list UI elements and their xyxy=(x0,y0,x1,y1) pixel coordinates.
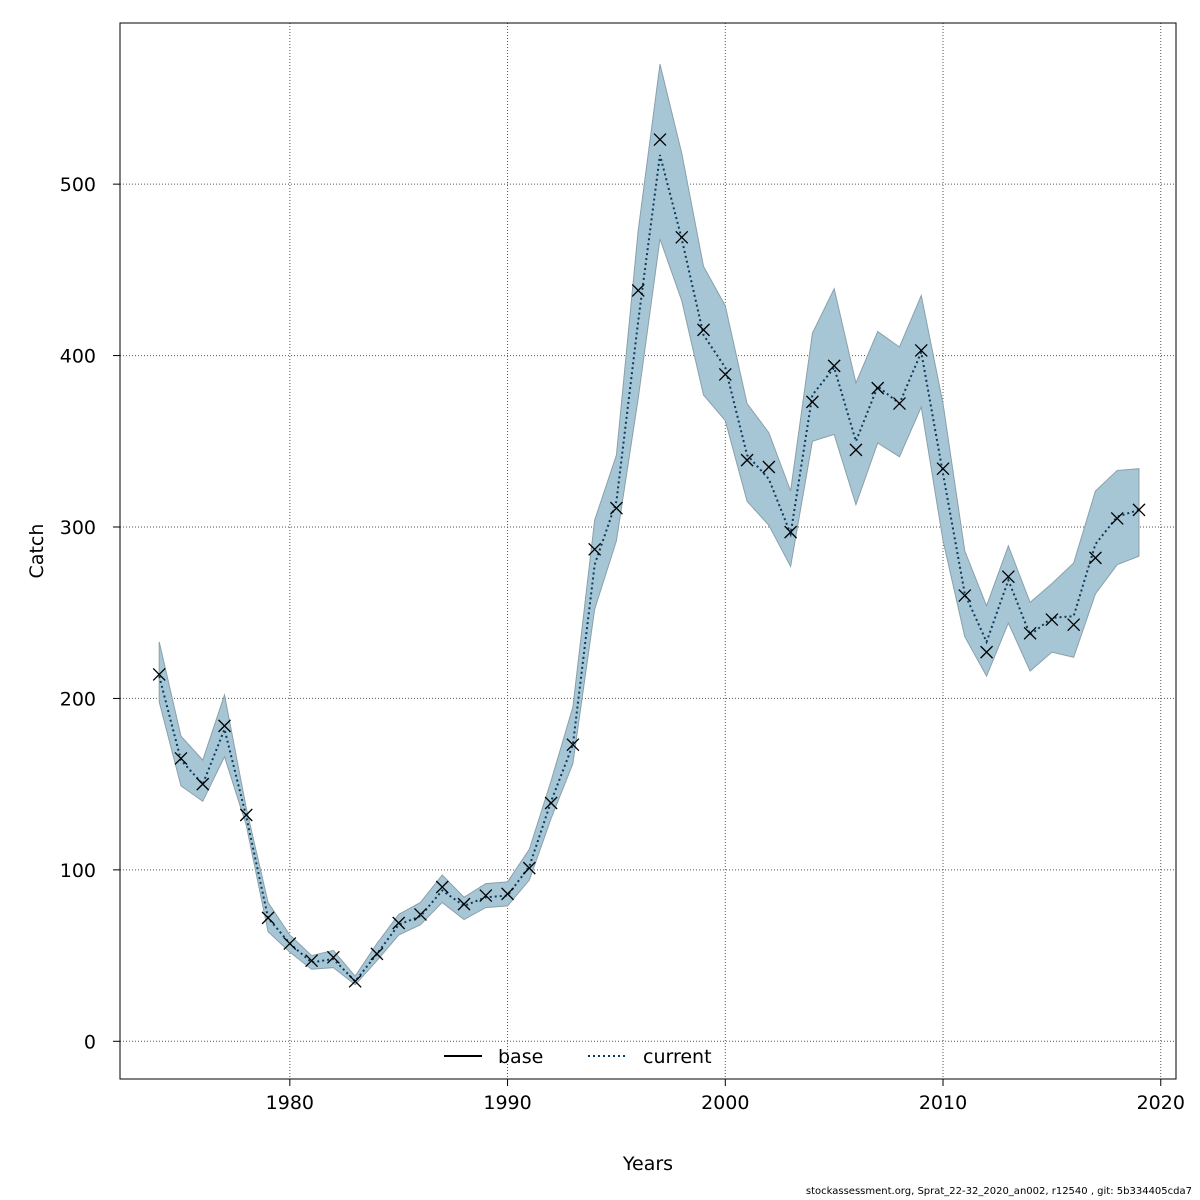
data-point-1985 xyxy=(392,916,406,930)
data-point-2004 xyxy=(805,395,819,409)
y-axis-title: Catch xyxy=(26,524,48,579)
data-point-2007 xyxy=(871,381,885,395)
x-axis: 1980 1990 2000 2010 2020 xyxy=(266,1079,1185,1114)
data-point-1994 xyxy=(588,542,602,556)
y-tick-label-400: 400 xyxy=(60,346,96,368)
data-point-2005 xyxy=(827,359,841,373)
data-point-2001 xyxy=(740,453,754,467)
x-tick-label-1980: 1980 xyxy=(266,1092,314,1114)
data-point-1990 xyxy=(501,887,515,901)
data-point-2006 xyxy=(849,443,863,457)
data-point-1980 xyxy=(283,937,297,951)
data-point-1998 xyxy=(675,230,689,244)
series-lines xyxy=(158,154,1140,983)
data-point-1995 xyxy=(609,501,623,515)
data-point-1999 xyxy=(697,323,710,337)
data-point-1988 xyxy=(457,897,471,911)
data-point-2000 xyxy=(718,367,732,381)
data-point-1976 xyxy=(196,777,210,791)
data-point-1982 xyxy=(326,950,340,964)
x-axis-title: Years xyxy=(622,1153,673,1175)
y-tick-label-0: 0 xyxy=(84,1031,96,1053)
plot-frame xyxy=(119,22,1177,1080)
data-point-1974 xyxy=(152,667,166,681)
confidence-band xyxy=(158,64,1140,986)
data-point-1997 xyxy=(653,133,667,147)
data-point-1987 xyxy=(435,880,449,894)
y-tick-label-300: 300 xyxy=(60,517,96,539)
data-point-1991 xyxy=(522,861,536,875)
data-markers xyxy=(152,133,1146,988)
data-point-2015 xyxy=(1045,613,1059,627)
y-tick-label-500: 500 xyxy=(60,174,96,196)
confidence-band-area xyxy=(158,64,1140,986)
data-point-1983 xyxy=(348,974,362,988)
footer-credit: stockassessment.org, Sprat_22-32_2020_an… xyxy=(805,1186,1192,1197)
data-point-1975 xyxy=(174,751,188,765)
data-point-2018 xyxy=(1110,511,1124,525)
data-point-2002 xyxy=(762,460,776,474)
data-point-2017 xyxy=(1088,551,1102,565)
data-point-2008 xyxy=(893,397,906,411)
x-tick-label-2010: 2010 xyxy=(919,1092,967,1114)
data-point-1984 xyxy=(370,947,384,961)
data-point-1992 xyxy=(544,796,558,810)
x-tick-label-1990: 1990 xyxy=(483,1092,531,1114)
data-point-2012 xyxy=(980,645,994,659)
y-tick-label-200: 200 xyxy=(60,688,96,710)
data-point-1977 xyxy=(218,719,231,733)
data-point-2014 xyxy=(1023,626,1037,640)
y-tick-label-100: 100 xyxy=(60,860,96,882)
data-point-2003 xyxy=(784,525,798,539)
data-point-1978 xyxy=(239,808,253,822)
legend-base-label: base xyxy=(498,1046,543,1068)
x-tick-label-2000: 2000 xyxy=(701,1092,749,1114)
data-point-1981 xyxy=(305,954,319,968)
data-point-1989 xyxy=(479,889,493,903)
data-point-1979 xyxy=(261,911,275,925)
data-point-1986 xyxy=(414,907,427,921)
data-point-2009 xyxy=(914,343,928,357)
data-point-2010 xyxy=(936,462,950,476)
data-point-2013 xyxy=(1001,570,1015,584)
data-point-2016 xyxy=(1067,618,1081,632)
y-axis: 0 100 200 300 400 500 xyxy=(60,174,120,1053)
data-point-1996 xyxy=(631,283,645,297)
series-line-current xyxy=(158,154,1140,983)
x-tick-label-2020: 2020 xyxy=(1137,1092,1185,1114)
data-point-2011 xyxy=(958,589,972,603)
legend: base current xyxy=(444,1046,712,1068)
data-point-2019 xyxy=(1132,503,1146,517)
legend-current-label: current xyxy=(643,1046,712,1068)
data-point-1993 xyxy=(566,738,580,752)
